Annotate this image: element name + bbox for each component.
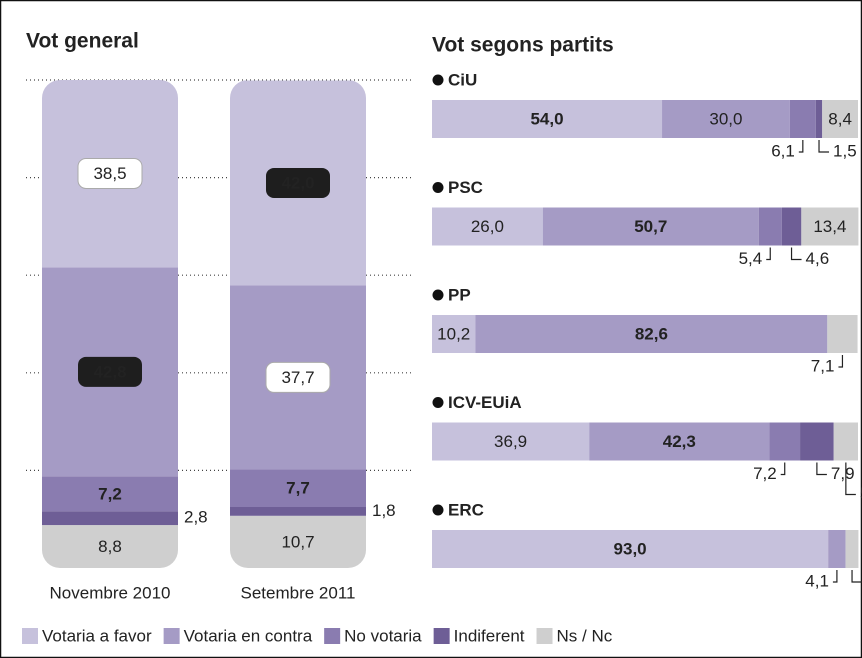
data-label: 42,0 <box>281 173 314 192</box>
bar-segment <box>432 207 543 246</box>
chart-title: Vot general <box>26 30 139 53</box>
x-tick-label: Setembre 2011 <box>241 583 356 602</box>
data-label: 36,9 <box>494 432 527 451</box>
data-label: 10,7 <box>281 532 314 551</box>
bar-segment <box>815 100 823 138</box>
leader-line <box>832 570 838 583</box>
data-label: 6,1 <box>771 141 795 160</box>
data-label: 13,4 <box>813 217 846 236</box>
bar-segment <box>42 511 178 526</box>
data-label: 42,8 <box>93 362 126 381</box>
bar-segment <box>589 422 770 461</box>
bar-segment <box>475 315 828 353</box>
label-box <box>266 167 330 198</box>
bar-segment <box>230 507 366 516</box>
data-label: 7,9 <box>831 464 855 483</box>
category-label: PP <box>448 285 471 304</box>
leader-line <box>851 570 862 583</box>
bullet <box>432 182 444 193</box>
leader-line <box>845 462 856 496</box>
legend-label: Ns / Nc <box>557 626 613 645</box>
data-label: 8,4 <box>828 109 852 128</box>
data-label: 5,7 <box>860 484 862 503</box>
label-box <box>77 157 143 189</box>
leader-line <box>816 462 827 476</box>
legend-swatch <box>22 628 38 644</box>
data-label: 10,2 <box>437 324 470 343</box>
bar-segment <box>827 315 858 353</box>
bar-segment <box>432 422 590 461</box>
bullet <box>432 74 444 86</box>
bar-segment <box>432 530 829 568</box>
bar-segment <box>801 207 859 246</box>
category-label: PSC <box>448 178 483 197</box>
data-label: 54,0 <box>530 109 563 128</box>
leader-line <box>766 247 771 261</box>
data-label: 38,5 <box>93 164 126 183</box>
bar-segment <box>789 100 816 138</box>
legend-label: No votaria <box>344 626 422 645</box>
leader-line <box>780 462 786 476</box>
bullet <box>432 504 444 516</box>
legend-swatch <box>324 628 341 644</box>
leader-line <box>790 247 802 261</box>
leader-line <box>838 355 844 368</box>
data-label: 4,6 <box>806 249 830 268</box>
data-label: 8,8 <box>98 537 122 556</box>
data-label: 26,0 <box>471 217 504 236</box>
bar-segment <box>42 525 178 568</box>
data-label: 2,8 <box>184 508 208 527</box>
bar-segment <box>758 207 782 246</box>
bar-segment <box>828 530 846 568</box>
leader-line <box>798 140 804 153</box>
bullet <box>432 289 444 301</box>
legend-label: Indiferent <box>454 626 525 645</box>
legend-label: Votaria en contra <box>184 626 313 645</box>
data-label: 93,0 <box>614 539 647 558</box>
label-box <box>265 361 331 393</box>
bar-segment <box>800 422 834 461</box>
bar-segment <box>432 100 663 138</box>
chart-title: Vot segons partits <box>432 34 614 57</box>
data-label: 37,7 <box>281 368 314 387</box>
bar-segment <box>432 315 476 353</box>
x-tick-label: Novembre 2010 <box>50 583 171 602</box>
data-label: 1,8 <box>372 501 396 520</box>
data-label: 30,0 <box>709 109 742 128</box>
data-label: 4,1 <box>805 571 829 590</box>
data-label: 50,7 <box>634 217 667 236</box>
bar-segment <box>542 207 759 246</box>
bar-segment <box>822 100 858 138</box>
category-label: ICV-EUiA <box>448 393 522 412</box>
bar-segment <box>845 530 859 568</box>
category-label: ERC <box>448 500 484 519</box>
data-label: 7,1 <box>811 356 835 375</box>
bar-segment <box>230 515 366 568</box>
legend-label: Votaria a favor <box>42 626 152 645</box>
bar-segment <box>833 422 858 461</box>
category-label: CiU <box>448 70 477 89</box>
bar-segment <box>662 100 790 138</box>
leader-line <box>818 140 830 153</box>
data-label: 82,6 <box>635 324 668 343</box>
data-label: 5,4 <box>739 249 763 268</box>
bar-segment <box>781 207 802 246</box>
bar-segment <box>230 469 366 507</box>
legend-swatch <box>433 628 450 644</box>
bar-segment <box>769 422 801 461</box>
legend-swatch <box>163 628 180 644</box>
data-label: 7,2 <box>98 484 122 503</box>
legend-swatch <box>536 628 553 644</box>
bar-segment <box>42 476 178 512</box>
bullet <box>432 397 444 408</box>
data-label: 1,5 <box>833 141 857 160</box>
data-label: 7,2 <box>753 464 777 483</box>
label-box <box>78 356 142 387</box>
data-label: 7,7 <box>286 479 310 498</box>
data-label: 42,3 <box>663 432 696 451</box>
